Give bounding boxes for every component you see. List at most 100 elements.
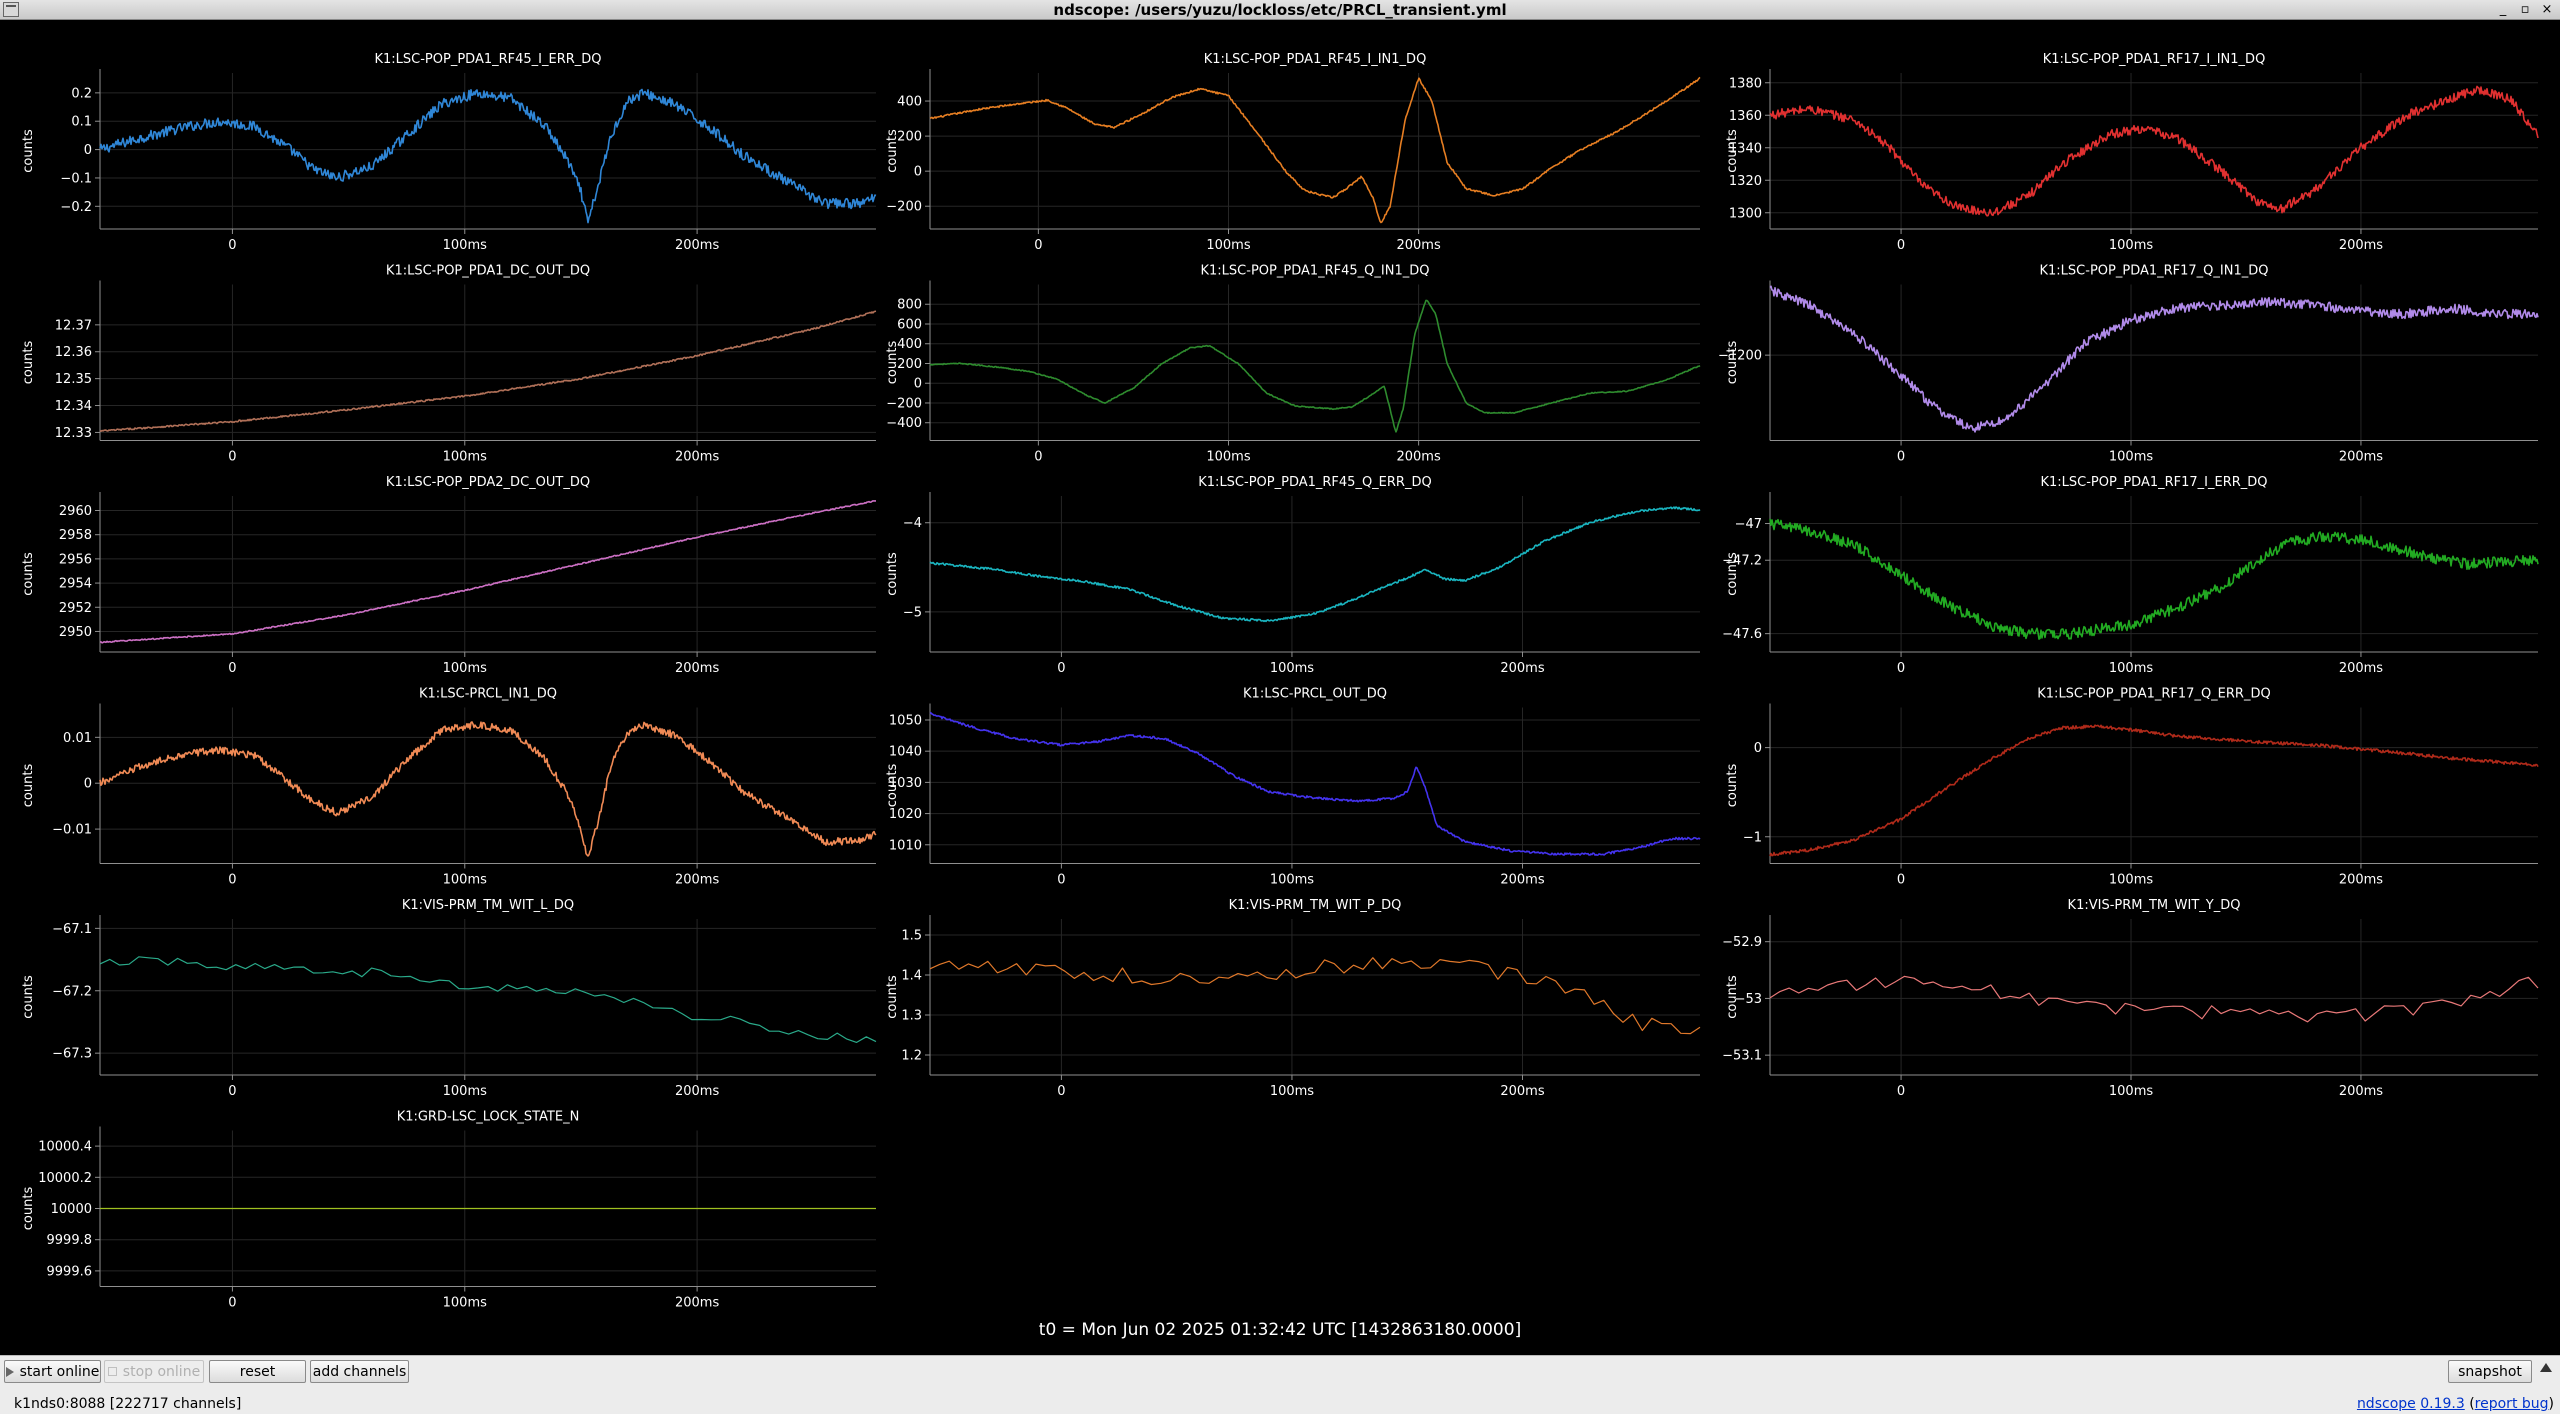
- plot-panel[interactable]: K1:VIS-PRM_TM_WIT_P_DQ 1.2 1.3 1.4 1.5 0 100ms…: [885, 898, 1701, 1099]
- y-tick-label: −67.2: [52, 984, 92, 999]
- add-channels-button[interactable]: add channels: [310, 1360, 409, 1383]
- x-tick-label: 100ms: [1270, 661, 1314, 676]
- plot-panel[interactable]: K1:LSC-PRCL_IN1_DQ −0.01 0 0.01 0 100ms 200ms c…: [21, 687, 877, 888]
- play-icon: [5, 1366, 14, 1377]
- x-tick-label: 0: [228, 1084, 236, 1099]
- plot-panel[interactable]: K1:LSC-POP_PDA1_RF17_Q_IN1_DQ −1200 0 100ms…: [1718, 264, 2539, 465]
- y-tick-label: −0.1: [60, 171, 92, 186]
- collapse-arrow-icon[interactable]: [2540, 1363, 2552, 1372]
- y-tick-label: −47.2: [1722, 554, 1762, 569]
- x-tick-label: 100ms: [2109, 873, 2153, 888]
- app-menu-icon[interactable]: [3, 2, 19, 17]
- plot-panel[interactable]: K1:LSC-POP_PDA1_RF17_I_ERR_DQ −47.6 −47.2 −…: [1722, 475, 2539, 676]
- y-tick-label: −1200: [1718, 349, 1762, 364]
- snapshot-button[interactable]: snapshot: [2448, 1360, 2532, 1383]
- y-tick-label: 800: [897, 298, 922, 313]
- plot-title: K1:LSC-PRCL_OUT_DQ: [1243, 687, 1387, 702]
- plot-title: K1:VIS-PRM_TM_WIT_Y_DQ: [2068, 898, 2241, 913]
- x-tick-label: 100ms: [443, 238, 487, 253]
- y-tick-label: 2954: [59, 577, 92, 592]
- reset-button[interactable]: reset: [209, 1360, 306, 1383]
- minimize-icon[interactable]: _: [2499, 2, 2507, 17]
- x-tick-label: 0: [1897, 1084, 1905, 1099]
- start-online-button[interactable]: start online: [4, 1360, 101, 1383]
- y-axis-label: counts: [21, 129, 36, 173]
- x-tick-label: 100ms: [1206, 238, 1250, 253]
- y-tick-label: 2958: [59, 528, 92, 543]
- window-title: ndscope: /users/yuzu/lockloss/etc/PRCL_t…: [1053, 1, 1507, 19]
- plot-panel[interactable]: K1:LSC-POP_PDA1_RF45_Q_ERR_DQ −5 −4 0 100ms 2…: [885, 475, 1701, 676]
- y-tick-label: −53: [1735, 992, 1762, 1007]
- y-axis-label: counts: [1725, 764, 1740, 808]
- y-axis-label: counts: [21, 1187, 36, 1231]
- y-axis-label: counts: [885, 129, 900, 173]
- y-axis-label: counts: [21, 975, 36, 1019]
- y-tick-label: −53.1: [1722, 1049, 1762, 1064]
- x-tick-label: 0: [1034, 450, 1042, 465]
- maximize-icon[interactable]: ▫: [2520, 2, 2530, 17]
- x-tick-label: 200ms: [2339, 661, 2383, 676]
- y-tick-label: −4: [903, 516, 922, 531]
- x-tick-label: 100ms: [443, 873, 487, 888]
- x-tick-label: 200ms: [2339, 1084, 2383, 1099]
- y-axis-label: counts: [885, 341, 900, 385]
- x-tick-label: 0: [228, 450, 236, 465]
- plot-panel[interactable]: K1:LSC-POP_PDA1_RF45_I_IN1_DQ −200 0 200 400…: [885, 52, 1701, 253]
- stop-online-button[interactable]: stop online: [104, 1360, 204, 1383]
- plot-canvas[interactable]: K1:LSC-POP_PDA1_RF45_I_ERR_DQ −0.2 −0.1 0 0.…: [0, 20, 2560, 1320]
- y-tick-label: −0.2: [60, 200, 92, 215]
- x-tick-label: 200ms: [2339, 450, 2383, 465]
- report-bug-link[interactable]: report bug: [2474, 1396, 2549, 1412]
- version-link[interactable]: 0.19.3: [2420, 1396, 2465, 1412]
- plot-panel[interactable]: K1:LSC-PRCL_OUT_DQ 1010 1020 1030 1040 1050 0 1…: [885, 687, 1701, 888]
- plot-panel[interactable]: K1:LSC-POP_PDA1_RF45_I_ERR_DQ −0.2 −0.1 0 0.…: [21, 52, 877, 253]
- plot-title: K1:VIS-PRM_TM_WIT_L_DQ: [402, 898, 574, 913]
- plot-title: K1:LSC-POP_PDA1_RF17_I_IN1_DQ: [2043, 52, 2266, 67]
- x-tick-label: 100ms: [443, 450, 487, 465]
- server-info: k1nds0:8088 [222717 channels]: [14, 1396, 242, 1412]
- y-tick-label: −47: [1735, 517, 1762, 532]
- y-axis-label: counts: [21, 552, 36, 596]
- close-icon[interactable]: ×: [2541, 2, 2553, 17]
- x-tick-label: 200ms: [675, 661, 719, 676]
- plot-title: K1:LSC-POP_PDA1_RF17_I_ERR_DQ: [2040, 475, 2267, 490]
- x-tick-label: 200ms: [675, 450, 719, 465]
- plot-panel[interactable]: K1:LSC-POP_PDA1_RF17_I_IN1_DQ 1300 1320 134…: [1725, 52, 2539, 253]
- y-axis-label: counts: [885, 975, 900, 1019]
- plot-panel[interactable]: K1:LSC-POP_PDA1_DC_OUT_DQ 12.33 12.34 12.35…: [21, 264, 877, 465]
- plot-title: K1:LSC-POP_PDA1_RF17_Q_IN1_DQ: [2040, 264, 2269, 279]
- stop-icon: [107, 1367, 117, 1376]
- plot-title: K1:GRD-LSC_LOCK_STATE_N: [397, 1110, 580, 1125]
- trace-line: [1769, 724, 2539, 857]
- y-axis-label: counts: [1725, 552, 1740, 596]
- y-axis-label: counts: [21, 341, 36, 385]
- x-tick-label: 200ms: [1500, 1084, 1544, 1099]
- x-tick-label: 0: [1034, 238, 1042, 253]
- y-tick-label: 1320: [1729, 174, 1762, 189]
- y-axis-label: counts: [1725, 129, 1740, 173]
- x-tick-label: 0: [1897, 873, 1905, 888]
- plot-title: K1:LSC-POP_PDA1_RF45_I_ERR_DQ: [374, 52, 601, 67]
- status-bar: k1nds0:8088 [222717 channels] ndscope 0.…: [0, 1394, 2560, 1414]
- ndscope-link[interactable]: ndscope: [2356, 1396, 2416, 1412]
- y-tick-label: 2956: [59, 552, 92, 567]
- plot-panel[interactable]: K1:VIS-PRM_TM_WIT_Y_DQ −53.1 −53 −52.9 0 100m…: [1722, 898, 2539, 1099]
- trace-line: [929, 299, 1701, 433]
- x-tick-label: 200ms: [1500, 873, 1544, 888]
- plot-panel[interactable]: K1:VIS-PRM_TM_WIT_L_DQ −67.3 −67.2 −67.1 0 10…: [21, 898, 877, 1099]
- x-tick-label: 100ms: [443, 1296, 487, 1311]
- plot-panel[interactable]: K1:GRD-LSC_LOCK_STATE_N 9999.6 9999.8 10000…: [21, 1110, 876, 1311]
- plot-title: K1:LSC-POP_PDA1_RF17_Q_ERR_DQ: [2037, 687, 2270, 702]
- y-tick-label: 1030: [889, 776, 922, 791]
- x-tick-label: 200ms: [675, 873, 719, 888]
- x-tick-label: 100ms: [2109, 1084, 2153, 1099]
- y-tick-label: −0.01: [52, 823, 92, 838]
- plot-panel[interactable]: K1:LSC-POP_PDA1_RF45_Q_IN1_DQ −400 −200 0 20…: [885, 264, 1701, 465]
- y-tick-label: 9999.6: [47, 1264, 93, 1279]
- version-info: ndscope 0.19.3 (report bug): [2356, 1396, 2554, 1412]
- trace-line: [929, 711, 1701, 856]
- trace-line: [99, 721, 877, 857]
- plot-panel[interactable]: K1:LSC-POP_PDA2_DC_OUT_DQ 2950 2952 2954 295…: [21, 475, 876, 676]
- y-tick-label: −47.6: [1722, 627, 1762, 642]
- plot-panel[interactable]: K1:LSC-POP_PDA1_RF17_Q_ERR_DQ −1 0 0 100ms 20…: [1725, 687, 2539, 888]
